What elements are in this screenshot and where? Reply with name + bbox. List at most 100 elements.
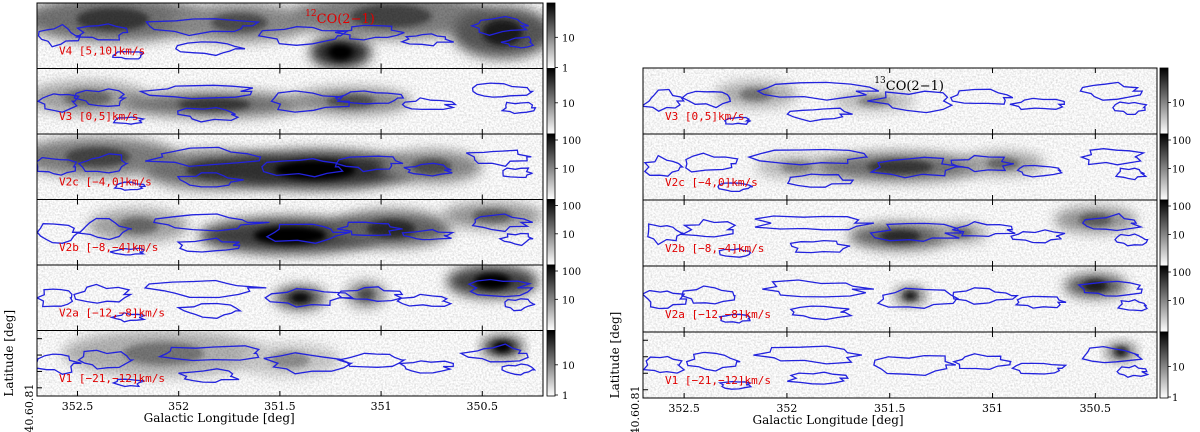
contour-line: [1114, 233, 1149, 247]
panel: [37, 199, 543, 265]
contour-line: [679, 218, 737, 238]
contour-line: [685, 351, 741, 372]
contour-line: [1014, 295, 1067, 309]
contour-line: [504, 298, 536, 312]
contour-line: [73, 88, 128, 107]
contour-line: [145, 146, 262, 168]
noise-texture: [37, 134, 543, 200]
contour-line: [754, 215, 875, 231]
contour-line: [789, 305, 854, 321]
velocity-range-label: V3 [0,5]km/s: [665, 110, 744, 123]
colorbar-tick-label: 10: [1172, 363, 1185, 374]
contour-line: [723, 116, 751, 125]
contour-line: [111, 378, 145, 388]
panel: [643, 266, 1157, 332]
contour-line: [466, 149, 532, 168]
x-tick-label: 350.5: [467, 400, 499, 413]
contour-line: [869, 222, 963, 242]
colorbar-tick-label: 100: [562, 136, 581, 147]
colorbar-tick-label: 100: [562, 267, 581, 278]
panel-frame: [642, 331, 1158, 399]
contour-line: [138, 84, 254, 100]
contour-line: [174, 41, 246, 57]
colorbar: [1159, 67, 1169, 135]
contour-line: [949, 88, 1014, 105]
noise-texture: [643, 332, 1157, 398]
tracer-isotope: 13: [874, 76, 886, 86]
panel: [37, 3, 543, 69]
noise-texture: [37, 330, 543, 396]
velocity-range-label: V1 [−21,−12]km/s: [59, 372, 165, 385]
panel: [643, 68, 1157, 134]
noise-texture: [643, 200, 1157, 266]
contour-line: [37, 23, 82, 48]
contour-line: [37, 288, 74, 308]
contour-line: [334, 90, 405, 105]
colorbar-tick-label: 10: [562, 230, 575, 241]
contour-line: [950, 154, 1014, 173]
contour-line: [717, 182, 754, 193]
contour-line: [500, 101, 537, 115]
contour-line: [643, 88, 685, 112]
contour-line: [869, 156, 964, 179]
tracer-name: CO(2−1): [317, 12, 375, 27]
colorbar: [1159, 331, 1169, 399]
contour-line: [178, 368, 240, 383]
contour-line: [647, 223, 684, 246]
contour-line: [681, 285, 736, 305]
contour-line: [717, 380, 753, 390]
contour-line: [1116, 298, 1149, 312]
x-axis-label: Galactic Longitude [deg]: [144, 411, 295, 425]
contour-line: [113, 181, 147, 191]
contour-line: [952, 287, 1020, 305]
contour-line: [1009, 97, 1065, 111]
contour-line: [718, 313, 751, 324]
colorbar-tick-label: 10: [562, 295, 575, 306]
contour-line: [403, 162, 453, 177]
contour-line: [952, 353, 1012, 371]
colorbar-tick-label: 10: [1172, 297, 1185, 308]
contour-line: [1079, 148, 1146, 166]
contour-line: [1114, 167, 1148, 181]
contour-line: [37, 223, 81, 244]
velocity-range-label: V1 [−21,−12]km/s: [665, 374, 771, 387]
contour-line: [143, 279, 267, 299]
contour-line: [501, 363, 537, 376]
contour-line: [471, 82, 535, 98]
colorbar: [546, 2, 556, 69]
contour-line: [469, 15, 529, 36]
panel: [37, 265, 543, 331]
contour-line: [876, 287, 959, 309]
panel: [643, 332, 1157, 398]
noise-texture: [37, 68, 543, 134]
contour-line: [152, 213, 270, 232]
contour-line: [334, 24, 405, 41]
noise-texture: [37, 265, 543, 331]
contour-line: [1116, 364, 1150, 379]
contour-line: [786, 173, 855, 188]
y-axis-label: Latitude [deg]: [608, 312, 622, 399]
x-tick-label: 352.5: [668, 402, 700, 415]
contour-line: [265, 223, 351, 244]
colorbar-tick-label: 1: [562, 64, 568, 75]
contour-line: [145, 18, 261, 37]
panel: [643, 200, 1157, 266]
contour-line: [787, 371, 850, 385]
contour-line: [786, 107, 853, 123]
noise-texture: [37, 199, 543, 265]
contour-line: [873, 354, 957, 377]
colorbar-tick-label: 100: [562, 202, 581, 213]
contour-line: [77, 349, 135, 370]
contour-line: [867, 90, 954, 114]
colorbar: [546, 133, 556, 200]
contour-line: [336, 286, 404, 302]
contour-line: [643, 154, 685, 177]
colorbar-tick-label: 100: [1172, 202, 1191, 213]
panel: [643, 134, 1157, 200]
y-tick-labels: 0.40.60.81: [23, 384, 36, 432]
contour-line: [1112, 101, 1148, 116]
contour-line: [112, 50, 145, 60]
colorbar-tick-label: 10: [562, 99, 575, 110]
panel-frame: [36, 330, 544, 397]
contour-line: [681, 90, 732, 109]
